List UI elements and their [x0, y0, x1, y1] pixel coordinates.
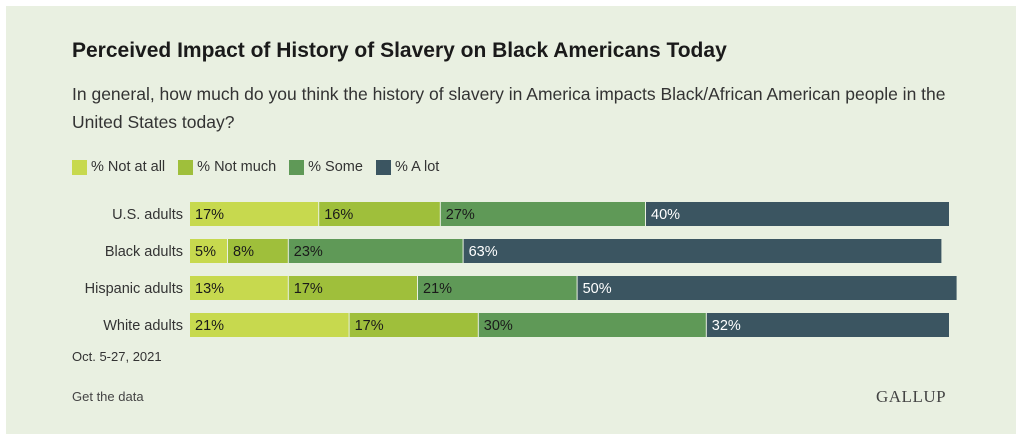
- bar-segment-black-adults-0: [190, 239, 227, 263]
- bar-segment-u-s-adults-0: [190, 202, 319, 226]
- bar-segment-u-s-adults-1: [319, 202, 440, 226]
- bar-segment-black-adults-2: [288, 239, 463, 263]
- category-label-u-s-adults: U.S. adults: [112, 207, 183, 223]
- get-data-link[interactable]: Get the data: [72, 389, 144, 404]
- legend: % Not at all % Not much % Some % A lot: [72, 159, 452, 175]
- legend-item-not-at-all: % Not at all: [72, 159, 165, 175]
- gallup-logo: GALLUP: [876, 387, 947, 406]
- bar-segment-white-adults-1: [349, 313, 478, 337]
- data-label-black-adults-3: 63%: [469, 244, 498, 260]
- legend-swatch-not-much: [178, 159, 194, 175]
- data-label-hispanic-adults-0: 13%: [195, 281, 224, 297]
- data-label-u-s-adults-3: 40%: [651, 207, 680, 223]
- data-label-u-s-adults-1: 16%: [324, 207, 353, 223]
- data-label-white-adults-1: 17%: [355, 318, 384, 334]
- bar-segment-u-s-adults-3: [646, 202, 949, 226]
- legend-label-some: % Some: [308, 159, 363, 175]
- bar-segment-black-adults-1: [228, 239, 288, 263]
- data-label-hispanic-adults-3: 50%: [583, 281, 612, 297]
- data-label-white-adults-3: 32%: [712, 318, 741, 334]
- legend-item-a-lot: % A lot: [375, 159, 440, 175]
- category-label-hispanic-adults: Hispanic adults: [85, 281, 183, 297]
- legend-item-some: % Some: [289, 159, 363, 175]
- survey-date: Oct. 5-27, 2021: [72, 349, 162, 364]
- bar-segment-hispanic-adults-2: [418, 276, 577, 300]
- legend-label-not-much: % Not much: [197, 159, 277, 175]
- bar-segment-black-adults-3: [463, 239, 942, 263]
- data-label-black-adults-2: 23%: [294, 244, 323, 260]
- legend-swatch-some: [289, 159, 305, 175]
- stacked-bar-chart: U.S. adults 17% 16% 27% 40% Black adults 5% 8% 2…: [85, 202, 957, 337]
- legend-label-a-lot: % A lot: [394, 159, 440, 175]
- chart-card: Perceived Impact of History of Slavery o…: [6, 6, 1016, 434]
- bar-segment-hispanic-adults-0: [190, 276, 288, 300]
- category-label-black-adults: Black adults: [105, 244, 183, 260]
- data-label-hispanic-adults-2: 21%: [423, 281, 452, 297]
- legend-label-not-at-all: % Not at all: [91, 159, 166, 175]
- legend-item-not-much: % Not much: [178, 159, 276, 175]
- category-label-white-adults: White adults: [103, 318, 183, 334]
- bar-segment-white-adults-2: [478, 313, 706, 337]
- data-label-black-adults-1: 8%: [233, 244, 254, 260]
- data-label-u-s-adults-2: 27%: [446, 207, 475, 223]
- data-label-u-s-adults-0: 17%: [195, 207, 224, 223]
- bar-segment-u-s-adults-2: [440, 202, 645, 226]
- legend-swatch-a-lot: [375, 159, 391, 175]
- data-label-white-adults-2: 30%: [484, 318, 513, 334]
- data-label-white-adults-0: 21%: [195, 318, 224, 334]
- data-label-hispanic-adults-1: 17%: [294, 281, 323, 297]
- chart-subtitle: In general, how much do you think the hi…: [72, 84, 946, 132]
- bar-segment-white-adults-0: [190, 313, 349, 337]
- bar-segment-hispanic-adults-1: [288, 276, 417, 300]
- bar-segment-hispanic-adults-3: [577, 276, 957, 300]
- chart-title: Perceived Impact of History of Slavery o…: [72, 39, 727, 62]
- legend-swatch-not-at-all: [72, 159, 87, 175]
- data-label-black-adults-0: 5%: [195, 244, 216, 260]
- bar-segment-white-adults-3: [706, 313, 949, 337]
